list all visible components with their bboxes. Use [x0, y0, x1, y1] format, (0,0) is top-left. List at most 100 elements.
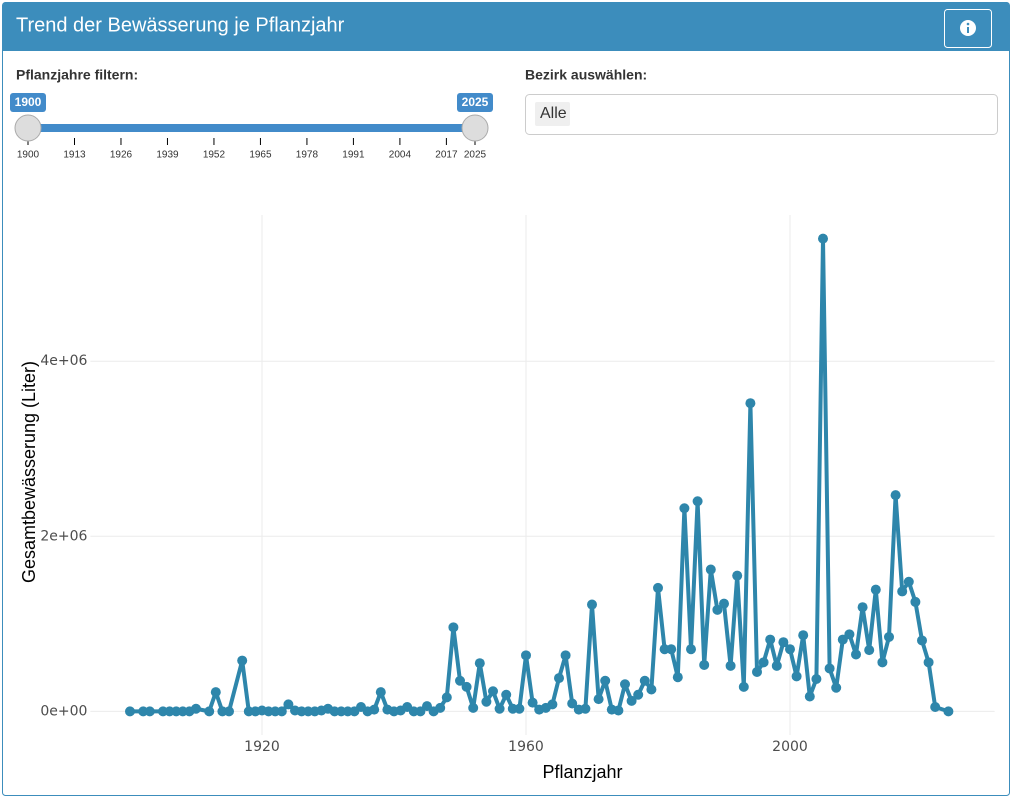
point [857, 602, 868, 613]
slider-to-badge [457, 93, 493, 112]
point [930, 701, 941, 712]
point [897, 586, 908, 597]
point [771, 660, 782, 671]
point [210, 687, 221, 698]
point [125, 706, 135, 717]
district-filter-label: Bezirk auswählen: [525, 67, 647, 83]
chart: 0e+00 2e+06 4e+06 1920 1960 2000 Pflanzjahr Ges… [19, 215, 995, 782]
point [653, 582, 663, 593]
slider-tick-label: 2025 [464, 150, 487, 161]
district-selected: Alle [540, 105, 567, 122]
point [580, 703, 591, 714]
point [514, 703, 525, 714]
point [237, 655, 248, 666]
info-button[interactable] [944, 9, 992, 48]
point [917, 635, 927, 646]
x-tick-label: 2000 [772, 739, 808, 755]
point [468, 702, 479, 713]
point [785, 644, 795, 655]
point [864, 645, 875, 656]
point [191, 703, 201, 714]
point [732, 570, 743, 581]
point [441, 692, 452, 703]
year-slider[interactable]: 1900 1913 1926 1939 1952 1965 1978 1991 2004 2017… [10, 93, 493, 161]
y-tick-label: 4e+06 [40, 353, 87, 369]
point [527, 697, 538, 708]
point [600, 675, 611, 686]
point [224, 706, 234, 717]
point [870, 584, 881, 595]
x-tick-label: 1920 [244, 739, 280, 755]
point [276, 706, 287, 717]
slider-to-handle[interactable] [461, 114, 489, 142]
point [547, 699, 558, 710]
point [831, 682, 842, 693]
slider-from-handle[interactable] [14, 114, 42, 142]
point [375, 687, 386, 698]
point [877, 657, 888, 668]
point [626, 695, 637, 706]
point [204, 706, 215, 717]
x-tick-label: 1960 [508, 739, 544, 755]
point [283, 699, 294, 710]
point [461, 681, 472, 692]
point [765, 634, 776, 645]
slider-tick-label: 1926 [110, 150, 133, 161]
point [752, 666, 762, 677]
slider-range [28, 124, 475, 132]
x-axis-title: Pflanzjahr [542, 762, 622, 782]
point [481, 696, 492, 707]
point [811, 673, 822, 684]
y-tick-label: 0e+00 [40, 703, 87, 719]
point [369, 704, 380, 715]
point [705, 564, 716, 575]
slider-tick-label: 1952 [203, 150, 226, 161]
y-tick-label: 2e+06 [40, 528, 87, 544]
point [488, 686, 498, 697]
point [818, 233, 828, 244]
slider-tick-label: 2004 [389, 150, 412, 161]
slider-tick-label: 1900 [17, 150, 40, 161]
slider-tick-label: 1939 [156, 150, 179, 161]
point [646, 684, 657, 695]
slider-from-label: 1900 [15, 95, 42, 109]
point [890, 490, 901, 501]
point [521, 650, 531, 661]
card-title: Trend der Bewässerung je Pflanzjahr [16, 14, 345, 36]
point [501, 689, 512, 700]
point [884, 631, 894, 642]
point [567, 698, 578, 709]
point [448, 622, 459, 633]
card-header [3, 2, 1009, 51]
point [494, 703, 505, 714]
point [474, 658, 485, 669]
point [778, 637, 789, 648]
point [560, 650, 571, 661]
slider-tick-label: 1913 [63, 150, 86, 161]
year-filter-label: Pflanzjahre filtern: [16, 67, 138, 83]
slider-tick-label: 1978 [296, 150, 319, 161]
district-select[interactable]: Alle [525, 94, 998, 135]
point [620, 679, 630, 690]
point [593, 694, 604, 705]
point [692, 496, 703, 507]
point [587, 599, 597, 610]
point [613, 705, 624, 716]
point [712, 604, 723, 615]
point [804, 691, 815, 702]
point [679, 503, 690, 514]
slider-tick-label: 1965 [249, 150, 272, 161]
point [455, 675, 465, 686]
point [435, 702, 446, 713]
y-axis-title: Gesamtbewässerung (Liter) [19, 361, 39, 583]
point [798, 630, 809, 641]
point [639, 675, 650, 686]
point [666, 644, 677, 655]
point [686, 644, 696, 655]
point [699, 659, 710, 670]
slider-from-badge [10, 93, 46, 112]
point [791, 671, 802, 682]
point [745, 398, 756, 409]
